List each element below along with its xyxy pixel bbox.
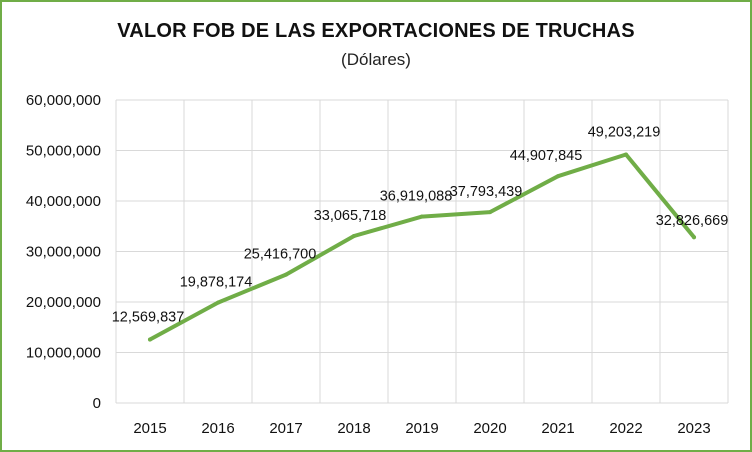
series-line bbox=[148, 152, 696, 342]
data-point bbox=[284, 272, 288, 277]
data-point bbox=[148, 337, 152, 342]
x-axis: 2015 2016 2017 2018 2019 2020 2021 2022 2023 bbox=[133, 420, 710, 437]
y-tick-label: 40,000,000 bbox=[26, 193, 101, 210]
x-tick-label: 2015 bbox=[133, 420, 166, 437]
x-tick-label: 2016 bbox=[201, 420, 234, 437]
data-label: 33,065,718 bbox=[314, 208, 387, 224]
data-point bbox=[624, 152, 628, 157]
data-point bbox=[420, 214, 424, 219]
data-labels: 12,569,837 19,878,174 25,416,700 33,065,718… bbox=[112, 125, 729, 326]
y-tick-label: 10,000,000 bbox=[26, 345, 101, 362]
x-tick-label: 2020 bbox=[473, 420, 506, 437]
y-tick-label: 60,000,000 bbox=[26, 92, 101, 109]
data-label: 49,203,219 bbox=[588, 125, 661, 141]
y-axis: 0 10,000,000 20,000,000 30,000,000 40,000,00… bbox=[26, 92, 101, 412]
chart-subtitle: (Dólares) bbox=[341, 50, 411, 69]
data-point bbox=[216, 300, 220, 305]
x-tick-label: 2023 bbox=[677, 420, 710, 437]
data-point bbox=[488, 210, 492, 215]
data-point bbox=[692, 235, 696, 240]
data-point bbox=[556, 174, 560, 179]
data-point bbox=[352, 234, 356, 239]
chart-title: VALOR FOB DE LAS EXPORTACIONES DE TRUCHA… bbox=[117, 20, 635, 42]
y-tick-label: 30,000,000 bbox=[26, 244, 101, 261]
data-label: 12,569,837 bbox=[112, 310, 185, 326]
y-tick-label: 0 bbox=[93, 395, 101, 412]
x-tick-label: 2022 bbox=[609, 420, 642, 437]
x-tick-label: 2017 bbox=[269, 420, 302, 437]
data-label: 36,919,088 bbox=[380, 189, 453, 205]
x-tick-label: 2021 bbox=[541, 420, 574, 437]
gridlines bbox=[115, 99, 729, 404]
y-tick-label: 50,000,000 bbox=[26, 143, 101, 160]
data-label: 19,878,174 bbox=[180, 275, 253, 291]
data-label: 32,826,669 bbox=[656, 213, 729, 229]
data-label: 25,416,700 bbox=[244, 247, 317, 263]
series-line-group bbox=[148, 152, 696, 342]
y-tick-label: 20,000,000 bbox=[26, 294, 101, 311]
x-tick-label: 2018 bbox=[337, 420, 370, 437]
x-tick-label: 2019 bbox=[405, 420, 438, 437]
data-label: 44,907,845 bbox=[510, 148, 583, 164]
data-label: 37,793,439 bbox=[450, 184, 523, 200]
